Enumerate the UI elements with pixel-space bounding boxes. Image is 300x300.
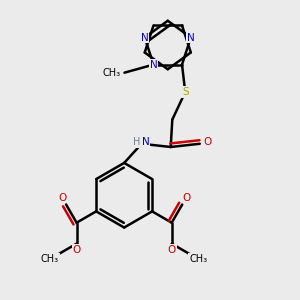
Text: O: O xyxy=(182,193,190,202)
Text: CH₃: CH₃ xyxy=(41,254,59,264)
Text: CH₃: CH₃ xyxy=(189,254,207,264)
Text: O: O xyxy=(168,245,176,255)
Text: N: N xyxy=(187,32,195,43)
Text: O: O xyxy=(204,137,212,147)
Text: S: S xyxy=(182,87,189,97)
Text: O: O xyxy=(73,245,81,255)
Text: H: H xyxy=(133,137,140,147)
Text: N: N xyxy=(150,60,158,70)
Text: CH₃: CH₃ xyxy=(103,68,121,78)
Text: O: O xyxy=(58,193,66,202)
Text: N: N xyxy=(142,137,149,147)
Text: N: N xyxy=(141,32,148,43)
